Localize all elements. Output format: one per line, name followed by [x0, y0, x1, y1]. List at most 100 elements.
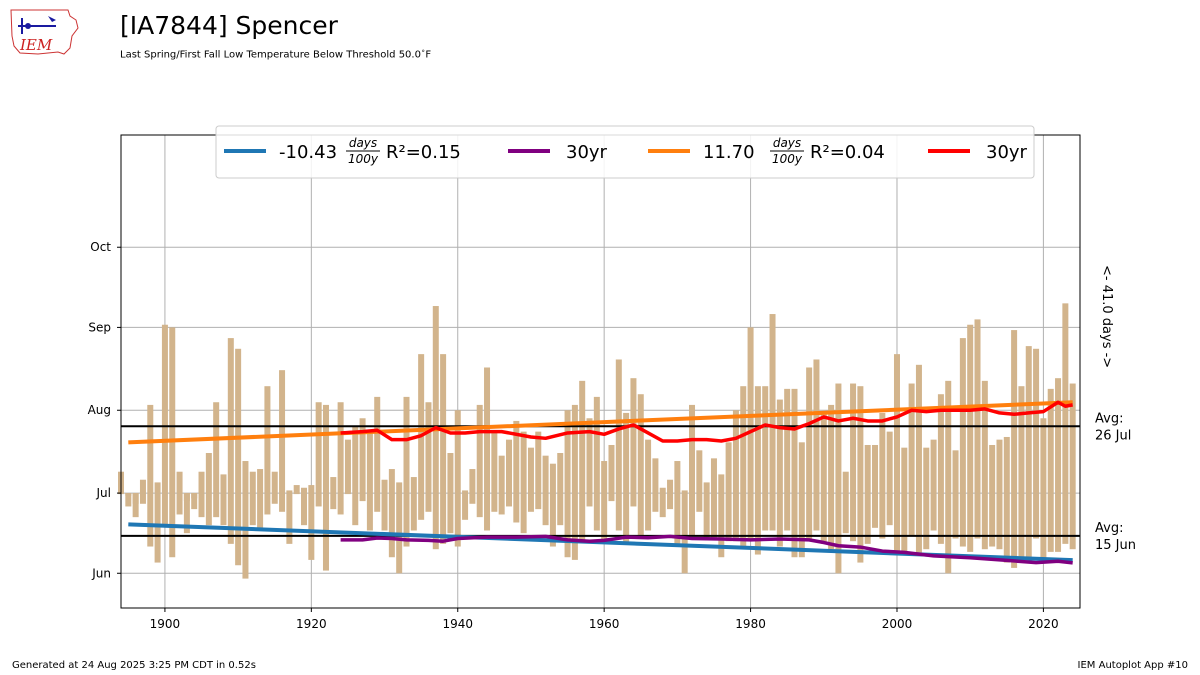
fall-bar [388, 469, 395, 494]
y-tick-label: Oct [90, 240, 111, 254]
spring-bar [374, 493, 381, 512]
fall-bar [396, 482, 403, 494]
fall-bar [667, 479, 674, 494]
fall-bar [271, 471, 278, 494]
spring-bar [352, 493, 359, 526]
spring-bar [659, 493, 666, 518]
spring-bar [344, 493, 351, 495]
fall-bar [696, 450, 703, 494]
fall-bar [886, 431, 893, 494]
legend-frac-den: 100y [348, 152, 379, 166]
fall-bar [806, 367, 813, 494]
generated-footer: Generated at 24 Aug 2025 3:25 PM CDT in … [12, 660, 256, 671]
fall-bar [527, 447, 534, 494]
fall-bar [937, 394, 944, 494]
spring-bar [623, 493, 630, 544]
spring-bar [703, 493, 710, 539]
fall-bar [286, 490, 293, 494]
spring-bar [176, 493, 183, 515]
fall-bar [535, 431, 542, 494]
fall-bar [740, 386, 747, 494]
spring-bar [147, 493, 154, 547]
fall-bar [205, 453, 212, 494]
spring-bar [740, 493, 747, 547]
fall-bar [571, 404, 578, 494]
spring-bar [484, 493, 491, 531]
fall-bar [191, 493, 198, 499]
spring-bar [893, 493, 900, 552]
spring-bar [645, 493, 652, 531]
fall-bar [945, 380, 952, 494]
spring-bar [198, 493, 205, 518]
x-tick-label: 1960 [589, 617, 620, 631]
spring-bar [1025, 493, 1032, 558]
spring-bar [359, 493, 366, 502]
spring-bar [937, 493, 944, 544]
spring-bar [769, 493, 776, 531]
fall-bar [374, 396, 381, 494]
fall-bar [630, 378, 637, 494]
fall-bar [637, 394, 644, 494]
fall-bar [996, 439, 1003, 494]
fall-bar [703, 482, 710, 494]
spring-bar [191, 493, 198, 510]
fall-bar [645, 439, 652, 494]
spring-bar [1062, 493, 1069, 544]
fall-bar [330, 477, 337, 494]
spring-bar [996, 493, 1003, 550]
fall-bar [505, 439, 512, 494]
spring-bar [674, 493, 681, 547]
fall-bar [183, 493, 190, 502]
spring-bar [388, 493, 395, 558]
spring-bar [366, 493, 373, 531]
spring-bar [132, 493, 139, 518]
fall-bar [593, 396, 600, 494]
fall-bar [469, 469, 476, 494]
x-tick-label: 1980 [735, 617, 766, 631]
legend-frac-num: days [349, 136, 377, 150]
spring-bar [835, 493, 842, 574]
spring-bar [967, 493, 974, 552]
fall-bar [564, 410, 571, 494]
spring-bar [850, 493, 857, 542]
spring-bar [579, 493, 586, 542]
plot-frame [120, 134, 1081, 609]
spring-bar [828, 493, 835, 550]
spring-bar [301, 493, 308, 526]
spring-bar [498, 493, 505, 515]
spring-bar [908, 493, 915, 536]
fall-bar [835, 383, 842, 494]
fall-bar [952, 450, 959, 494]
fall-bar [762, 386, 769, 494]
fall-bar [930, 439, 937, 494]
fall-bar [513, 420, 520, 494]
fall-bar [893, 354, 900, 494]
spring-bar [630, 493, 637, 507]
spring-bar [410, 493, 417, 531]
spring-bar [637, 493, 644, 539]
fall-bar [754, 386, 761, 494]
spring-bar [615, 493, 622, 531]
fall-bar [1003, 436, 1010, 494]
fall-bar [842, 471, 849, 494]
fall-bar [864, 444, 871, 494]
spring-bar [205, 493, 212, 526]
spring-bar [279, 493, 286, 512]
spring-bar [813, 493, 820, 531]
spring-bar [1069, 493, 1076, 550]
y-tick-label: Jul [96, 486, 111, 500]
spring-bar [286, 493, 293, 544]
fall-bar [242, 461, 249, 494]
spring-bar [535, 493, 542, 510]
spring-bar [725, 493, 732, 542]
legend-frac-den: 100y [772, 152, 803, 166]
y-tick-label: Sep [88, 320, 111, 334]
fall-bar [718, 474, 725, 494]
fall-bar [154, 482, 161, 494]
fall-bar [161, 324, 168, 494]
fall-bar [454, 410, 461, 494]
fall-bar [147, 404, 154, 494]
spring-bar [476, 493, 483, 518]
fall-bar [557, 453, 564, 494]
average-label-date: 15 Jun [1095, 538, 1136, 553]
